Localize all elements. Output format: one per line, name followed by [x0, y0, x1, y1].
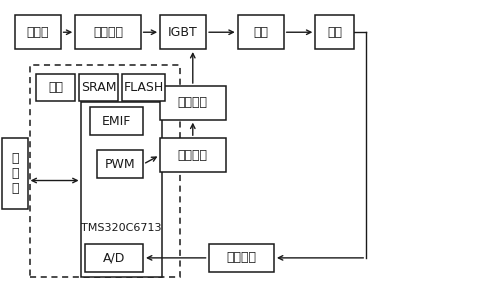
Text: IGBT: IGBT [168, 26, 197, 39]
Bar [79, 74, 118, 101]
Bar [15, 15, 60, 49]
Text: TMS320C6713: TMS320C6713 [81, 223, 161, 233]
Text: 滤波: 滤波 [253, 26, 268, 39]
Text: 信号调理: 信号调理 [226, 251, 256, 264]
Bar [30, 65, 180, 277]
Text: 输出: 输出 [327, 26, 341, 39]
Text: EMIF: EMIF [102, 115, 131, 128]
Bar [36, 74, 75, 101]
Text: 上
位
机: 上 位 机 [11, 152, 19, 195]
Text: 整流滤波: 整流滤波 [93, 26, 122, 39]
Bar [81, 102, 161, 277]
Bar [121, 74, 165, 101]
Text: FLASH: FLASH [123, 81, 163, 94]
Bar [160, 15, 206, 49]
Text: 功率驱动: 功率驱动 [178, 96, 207, 109]
Bar [2, 138, 28, 209]
Text: A/D: A/D [103, 251, 125, 264]
Bar [237, 15, 283, 49]
Text: 电源: 电源 [48, 81, 63, 94]
Text: SRAM: SRAM [80, 81, 116, 94]
Bar [208, 244, 273, 272]
Bar [160, 86, 225, 120]
Text: 三相电: 三相电 [26, 26, 49, 39]
Bar [85, 244, 143, 272]
Bar [97, 150, 143, 178]
Text: 光电隔离: 光电隔离 [178, 149, 207, 161]
Bar [160, 138, 225, 172]
Bar [75, 15, 140, 49]
Bar [315, 15, 353, 49]
Text: PWM: PWM [105, 158, 135, 171]
Bar [90, 107, 143, 135]
